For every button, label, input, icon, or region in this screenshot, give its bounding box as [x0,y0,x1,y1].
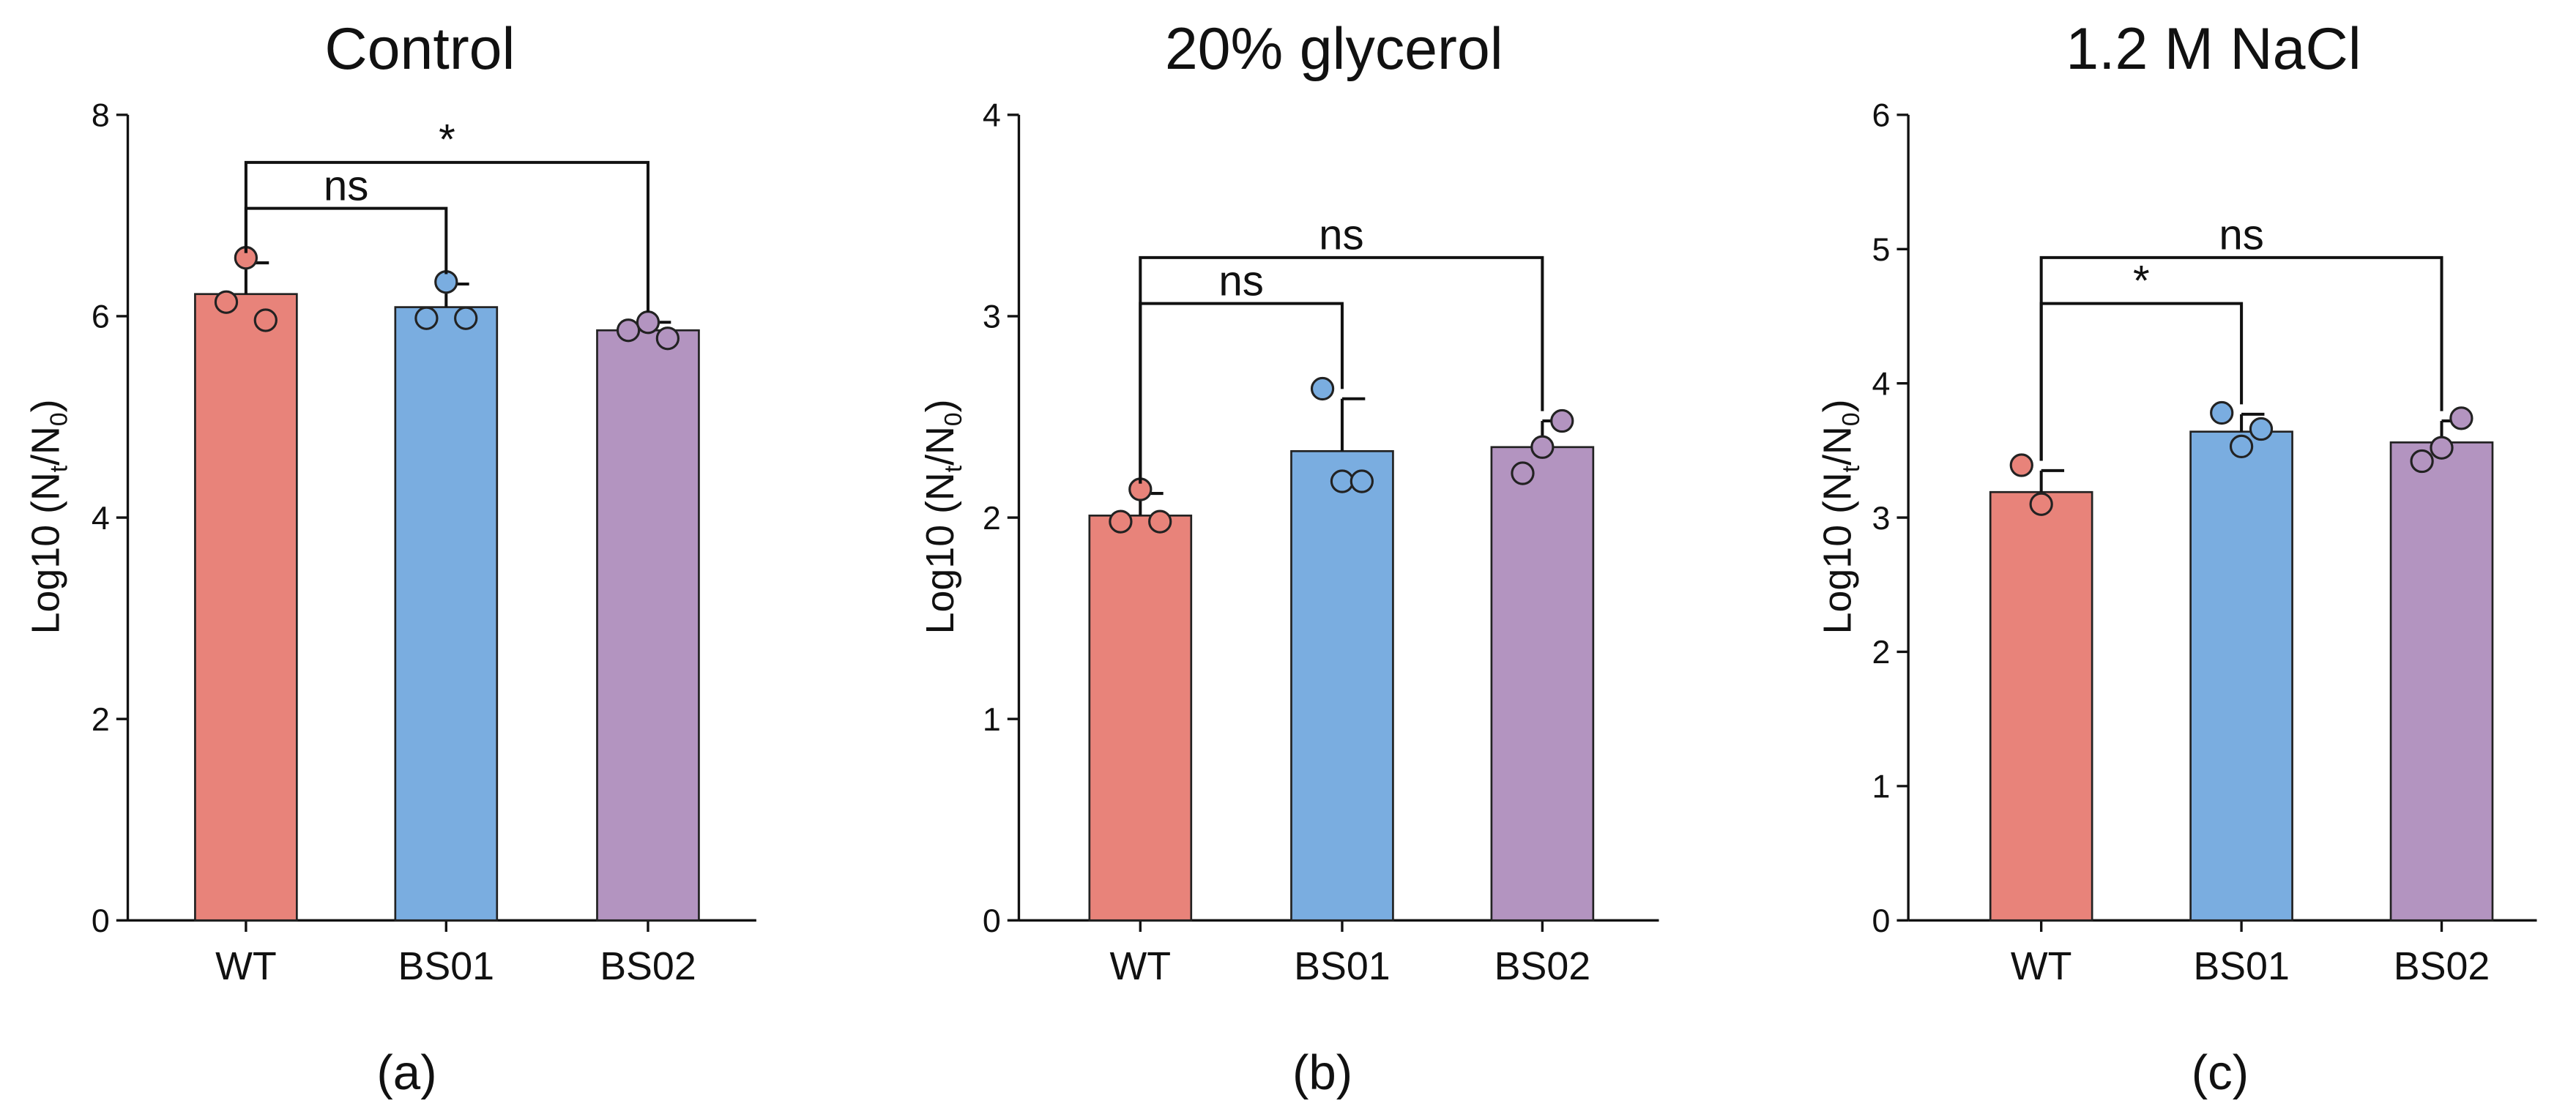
data-point [2249,417,2274,441]
x-tick-label: BS02 [1494,944,1591,988]
data-point [1550,408,1574,433]
data-point [2449,406,2473,430]
data-point [2410,449,2434,474]
x-tick-label: BS02 [2394,944,2490,988]
y-tick-label: 4 [1872,365,1891,402]
x-tick-label: BS01 [1294,944,1391,988]
y-tick-label: 8 [92,97,110,134]
chart-title: Control [324,16,515,82]
x-tick-label: BS01 [398,944,495,988]
data-point [2210,400,2234,425]
y-tick-label: 6 [1872,97,1891,134]
x-tick-label: WT [215,944,277,988]
y-axis-label-part: ) [1816,399,1860,412]
significance-bracket [2039,255,2443,461]
data-point [1530,435,1555,459]
y-axis-label: Log10 (Nt/N0) [1816,399,1865,634]
y-axis-label-part: t [940,465,967,472]
y-tick-label: 3 [1872,500,1891,537]
y-axis-label-part: ) [23,399,67,412]
data-point [2229,434,2254,459]
data-point [1148,509,1172,534]
y-tick-label: 0 [983,903,1001,939]
bar [1290,449,1394,922]
data-point [1310,376,1335,401]
data-point [636,310,660,335]
y-tick-label: 0 [92,903,110,939]
bar [2389,441,2494,922]
y-axis-label-part: Log10 (N [918,472,962,634]
y-axis-label-part: 0 [940,412,967,426]
significance-bracket [244,206,448,275]
data-point [1511,461,1535,485]
y-axis-label-part: ) [918,399,962,412]
y-tick-label: 2 [983,500,1001,537]
data-point [454,306,478,330]
y-axis-label-part: t [1838,465,1865,472]
x-tick-label: BS01 [2193,944,2290,988]
panel-label: (b) [1292,1045,1352,1100]
data-point [1330,469,1355,493]
significance-label: ns [2219,212,2264,259]
x-tick-label: WT [2011,944,2072,988]
bar [1088,514,1193,922]
y-axis-label: Log10 (Nt/N0) [23,399,72,634]
data-point [2029,492,2053,516]
data-point [2009,453,2033,477]
y-axis-label-part: Log10 (N [1816,472,1860,634]
error-bar [2039,468,2065,493]
significance-label: ns [324,162,369,209]
y-axis-label-part: Log10 (N [23,472,67,634]
error-bar [1340,397,1366,452]
y-tick-label: 4 [92,500,110,537]
y-axis-label-part: 0 [1838,412,1865,426]
bar [1989,490,2093,922]
y-tick-label: 0 [1872,903,1891,939]
y-tick-label: 1 [1872,769,1891,805]
y-tick-label: 2 [1872,634,1891,671]
chart-title: 20% glycerol [1165,16,1503,82]
significance-label: ns [1319,212,1364,259]
y-tick-label: 2 [92,701,110,738]
significance-bracket [244,160,649,313]
bar [596,329,700,922]
x-tick-label: BS02 [600,944,696,988]
significance-label: * [2133,257,2150,305]
data-point [616,318,641,343]
data-point [414,306,439,330]
y-axis-label-part: /N [23,426,67,466]
y-tick-label: 3 [983,299,1001,335]
y-axis-label: Log10 (Nt/N0) [918,399,967,634]
data-point [655,326,680,351]
data-point [2430,436,2454,460]
chart-title: 1.2 M NaCl [2066,16,2361,82]
significance-label: ns [1218,257,1264,305]
y-axis-label-part: /N [918,426,962,466]
y-axis-label-part: 0 [46,412,73,426]
panel-label: (c) [2192,1045,2249,1100]
data-point [434,270,458,294]
y-tick-label: 1 [983,701,1001,738]
significance-bracket [1139,255,1544,484]
data-point [253,308,278,332]
y-tick-label: 6 [92,299,110,335]
bar [1490,446,1595,922]
y-axis-label-part: t [46,465,73,472]
data-point [1109,509,1133,534]
bar [194,293,298,922]
x-tick-label: WT [1110,944,1172,988]
panel-label: (a) [376,1045,436,1100]
bar [394,306,499,922]
data-point [214,290,239,314]
y-tick-label: 5 [1872,231,1891,268]
data-point [1350,469,1374,493]
y-tick-label: 4 [983,97,1001,134]
significance-label: * [439,116,455,164]
bar [2189,430,2293,922]
y-axis-label-part: /N [1816,426,1860,466]
error-bar [2240,412,2265,432]
